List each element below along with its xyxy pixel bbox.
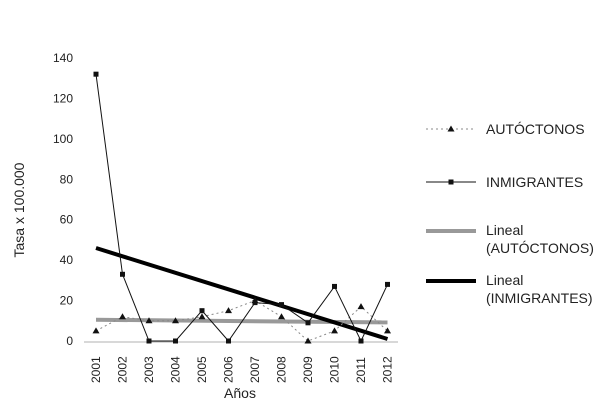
x-tick-label: 2004 xyxy=(169,356,183,383)
point-inmigrantes xyxy=(120,271,125,277)
series-line-inmigrantes xyxy=(95,74,388,343)
point-inmigrantes xyxy=(199,308,205,314)
point-inmigrantes xyxy=(358,338,364,344)
x-tick-label: 2003 xyxy=(142,356,156,383)
y-tick-label: 80 xyxy=(60,172,74,186)
point-autoctonos xyxy=(92,327,100,334)
point-autoctonos xyxy=(145,317,153,324)
point-autoctonos xyxy=(278,313,285,320)
series-line-autoctonos xyxy=(95,300,388,342)
plot-area xyxy=(92,71,391,344)
legend-item: AUTÓCTONOS xyxy=(426,121,585,137)
y-tick-label: 140 xyxy=(53,51,73,65)
x-tick-label: 2006 xyxy=(222,356,236,383)
point-inmigrantes xyxy=(305,320,311,326)
x-tick-label: 2001 xyxy=(89,356,103,383)
legend-marker-square xyxy=(448,179,454,185)
x-tick-label: 2005 xyxy=(195,356,209,383)
point-autoctonos xyxy=(331,327,338,334)
point-inmigrantes xyxy=(385,281,390,287)
point-autoctonos xyxy=(198,313,206,320)
legend-label: Lineal (INMIGRANTES) xyxy=(486,272,593,306)
point-autoctonos xyxy=(357,303,365,310)
trendline-inmigrantes xyxy=(95,246,389,341)
y-tick-label: 0 xyxy=(66,334,73,348)
x-tick-label: 2007 xyxy=(248,356,262,383)
point-autoctonos xyxy=(384,327,391,334)
point-inmigrantes xyxy=(146,338,152,344)
legend-item: Lineal (INMIGRANTES) xyxy=(426,272,593,306)
point-inmigrantes xyxy=(226,338,231,344)
y-tick-label: 100 xyxy=(53,132,73,146)
point-autoctonos xyxy=(225,307,232,314)
point-inmigrantes xyxy=(252,300,258,306)
x-axis-label: Años xyxy=(224,385,256,401)
x-axis: 2001 2002 2003 2004 2005 2006 2007 2008 2009 2010… xyxy=(84,341,398,383)
legend-label: Lineal (AUTÓCTONOS) xyxy=(486,222,594,256)
x-tick-label: 2010 xyxy=(328,356,342,383)
y-axis: 0 20 40 60 80 100 120 140 xyxy=(53,51,73,348)
x-tick-label: 2009 xyxy=(301,356,315,383)
point-inmigrantes xyxy=(332,283,337,289)
x-tick-label: 2011 xyxy=(354,357,368,383)
point-autoctonos xyxy=(304,337,312,344)
legend-label: AUTÓCTONOS xyxy=(486,121,585,137)
legend-item: Lineal (AUTÓCTONOS) xyxy=(426,222,594,256)
y-tick-label: 40 xyxy=(60,253,74,267)
y-tick-label: 60 xyxy=(60,213,74,227)
x-tick-label: 2008 xyxy=(275,356,289,383)
y-tick-label: 20 xyxy=(60,294,74,308)
point-inmigrantes xyxy=(173,338,178,344)
legend: AUTÓCTONOS INMIGRANTES Lineal (AUTÓCTONOS) L… xyxy=(426,121,594,306)
legend-label: INMIGRANTES xyxy=(486,174,583,190)
point-inmigrantes xyxy=(93,71,99,77)
legend-marker-triangle xyxy=(447,125,455,132)
point-autoctonos xyxy=(119,313,126,320)
x-tick-label: 2012 xyxy=(381,356,395,383)
point-autoctonos xyxy=(172,317,179,324)
y-tick-label: 120 xyxy=(53,91,73,105)
x-tick-label: 2002 xyxy=(116,356,130,383)
legend-item: INMIGRANTES xyxy=(426,174,583,190)
y-axis-label: Tasa x 100.000 xyxy=(11,162,27,257)
point-inmigrantes xyxy=(279,302,284,308)
